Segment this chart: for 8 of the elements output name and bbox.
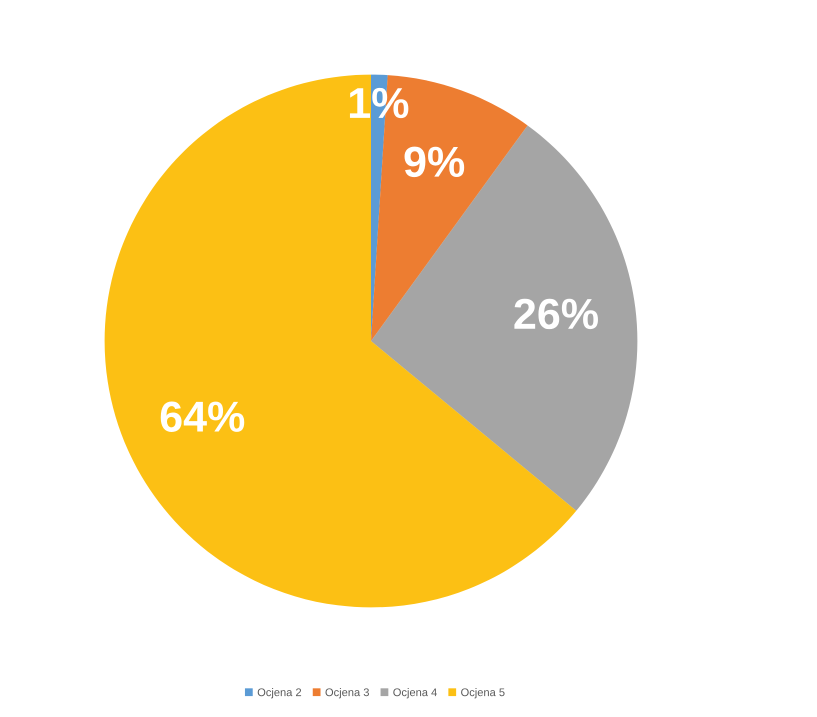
pie-slice: [371, 125, 638, 511]
data-label: 26%: [514, 298, 598, 330]
legend-label: Ocjena 5: [461, 688, 505, 698]
legend-label: Ocjena 4: [393, 688, 437, 698]
legend-label: Ocjena 3: [326, 688, 369, 698]
legend-label: Ocjena 2: [258, 688, 302, 698]
data-label: 64%: [160, 401, 244, 432]
data-label: 9%: [404, 146, 464, 178]
